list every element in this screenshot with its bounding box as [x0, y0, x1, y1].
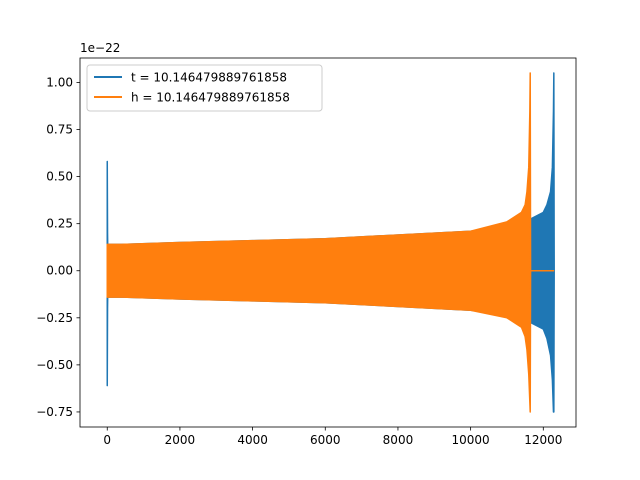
series-2-band: [106, 72, 532, 413]
y-tick-label: 0.75: [46, 123, 73, 137]
y-tick-label: 1.00: [46, 75, 73, 89]
y-tick-label: 0.50: [46, 170, 73, 184]
legend: t = 10.146479889761858 h = 10.14647988976…: [86, 64, 323, 112]
axes: 0 2000 4000 6000 8000 10000 12000 −0.75 −0.50 −0.…: [36, 57, 577, 447]
y-tick-label: 0.25: [46, 217, 73, 231]
y-offset-text: 1e−22: [80, 41, 120, 55]
y-tick-label: 0.00: [46, 264, 73, 278]
y-tick-label: −0.75: [36, 405, 73, 419]
legend-label-1: t = 10.146479889761858: [131, 71, 287, 85]
legend-label-2: h = 10.146479889761858: [131, 91, 290, 105]
y-tick-label: −0.50: [36, 358, 73, 372]
x-tick-label: 4000: [237, 433, 268, 447]
x-tick-label: 0: [103, 433, 111, 447]
x-tick-label: 12000: [524, 433, 562, 447]
y-tick-label: −0.25: [36, 311, 73, 325]
x-tick-label: 8000: [383, 433, 414, 447]
legend-box: [86, 64, 323, 112]
plot-area: [106, 72, 555, 413]
x-tick-label: 10000: [452, 433, 490, 447]
axes-frame: [79, 57, 577, 428]
plot-series-group: [106, 72, 555, 413]
x-tick-label: 2000: [165, 433, 196, 447]
x-tick-label: 6000: [310, 433, 341, 447]
